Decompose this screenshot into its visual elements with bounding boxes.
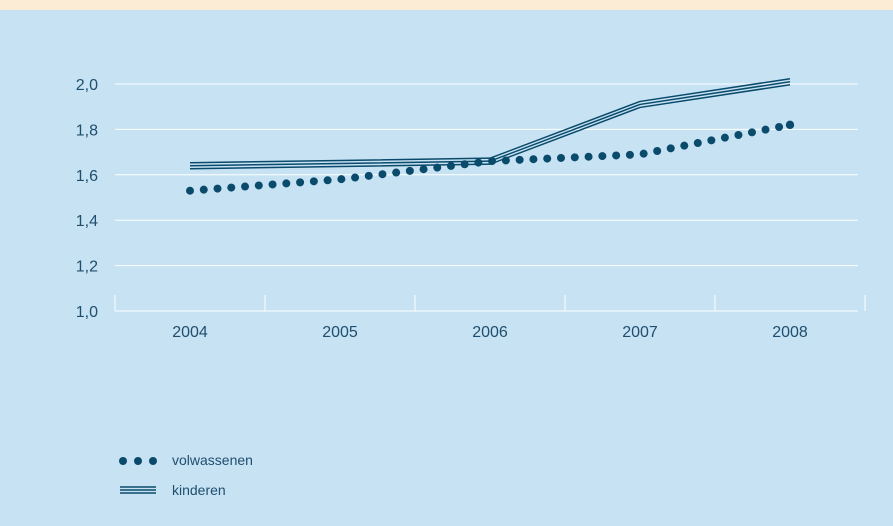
series-point-volwassenen	[309, 177, 318, 186]
dotted-line-swatch-icon	[119, 457, 157, 465]
series-point-volwassenen	[785, 120, 795, 130]
series-point-volwassenen	[557, 153, 566, 162]
legend-item-kinderen: kinderen	[118, 475, 253, 505]
series-point-volwassenen	[392, 168, 401, 177]
series-point-volwassenen	[734, 131, 743, 140]
x-tick-label: 2008	[772, 324, 808, 341]
y-tick-label: 1,4	[76, 213, 98, 230]
series-line-kinderen	[189, 83, 791, 170]
y-tick-label: 1,8	[76, 122, 98, 139]
tick-layer: 1,0 1,2 1,4 1,6 1,8 2,0 2004 2005 2006 2007 2008	[76, 77, 808, 341]
x-tick-label: 2006	[472, 324, 508, 341]
series-point-volwassenen	[405, 166, 414, 175]
grid-layer	[114, 83, 866, 312]
y-tick-label: 1,0	[76, 304, 98, 321]
legend: volwassenen kinderen	[118, 445, 253, 505]
series-point-volwassenen	[254, 181, 263, 190]
series-line-kinderen	[189, 77, 791, 164]
x-tick-label: 2004	[172, 324, 208, 341]
series-point-volwassenen	[612, 151, 621, 160]
legend-label-volwassenen: volwassenen	[172, 452, 253, 468]
series-point-volwassenen	[268, 180, 277, 189]
series-point-volwassenen	[378, 170, 387, 179]
series-point-volwassenen	[529, 155, 538, 164]
series-point-volwassenen	[419, 165, 428, 174]
series-point-volwassenen	[570, 153, 579, 162]
y-tick-label: 1,2	[76, 259, 98, 276]
series-point-volwassenen	[666, 144, 675, 153]
series-point-volwassenen	[775, 123, 784, 132]
legend-label-kinderen: kinderen	[172, 482, 226, 498]
legend-item-volwassenen: volwassenen	[118, 445, 253, 475]
series-layer	[186, 77, 795, 195]
series-point-volwassenen	[474, 158, 483, 167]
y-tick-label: 2,0	[76, 77, 98, 94]
x-tick-label: 2007	[622, 324, 658, 341]
series-point-volwassenen	[515, 155, 524, 164]
x-tick-label: 2005	[322, 324, 358, 341]
series-point-volwassenen	[323, 176, 332, 185]
series-point-volwassenen	[598, 152, 607, 161]
series-line-kinderen	[189, 80, 791, 167]
top-band	[0, 0, 893, 10]
series-point-volwassenen	[186, 186, 194, 195]
series-point-volwassenen	[720, 133, 729, 142]
series-point-volwassenen	[693, 138, 702, 147]
series-point-volwassenen	[337, 175, 346, 184]
series-point-volwassenen	[584, 152, 593, 161]
series-point-volwassenen	[227, 183, 236, 192]
series-point-volwassenen	[241, 182, 250, 191]
series-point-volwassenen	[680, 141, 689, 150]
series-point-volwassenen	[707, 136, 716, 145]
series-point-volwassenen	[639, 149, 648, 158]
series-point-volwassenen	[543, 154, 552, 163]
series-point-volwassenen	[625, 150, 634, 159]
series-point-volwassenen	[213, 184, 222, 193]
series-point-volwassenen	[351, 173, 360, 182]
series-point-volwassenen	[282, 179, 291, 188]
series-point-volwassenen	[747, 128, 756, 137]
triple-line-swatch-icon	[120, 486, 156, 494]
series-point-volwassenen	[296, 178, 305, 187]
y-tick-label: 1,6	[76, 168, 98, 185]
series-point-volwassenen	[446, 161, 455, 170]
series-point-volwassenen	[653, 146, 662, 155]
series-point-volwassenen	[761, 125, 770, 134]
series-point-volwassenen	[364, 171, 373, 180]
series-point-volwassenen	[199, 185, 208, 194]
